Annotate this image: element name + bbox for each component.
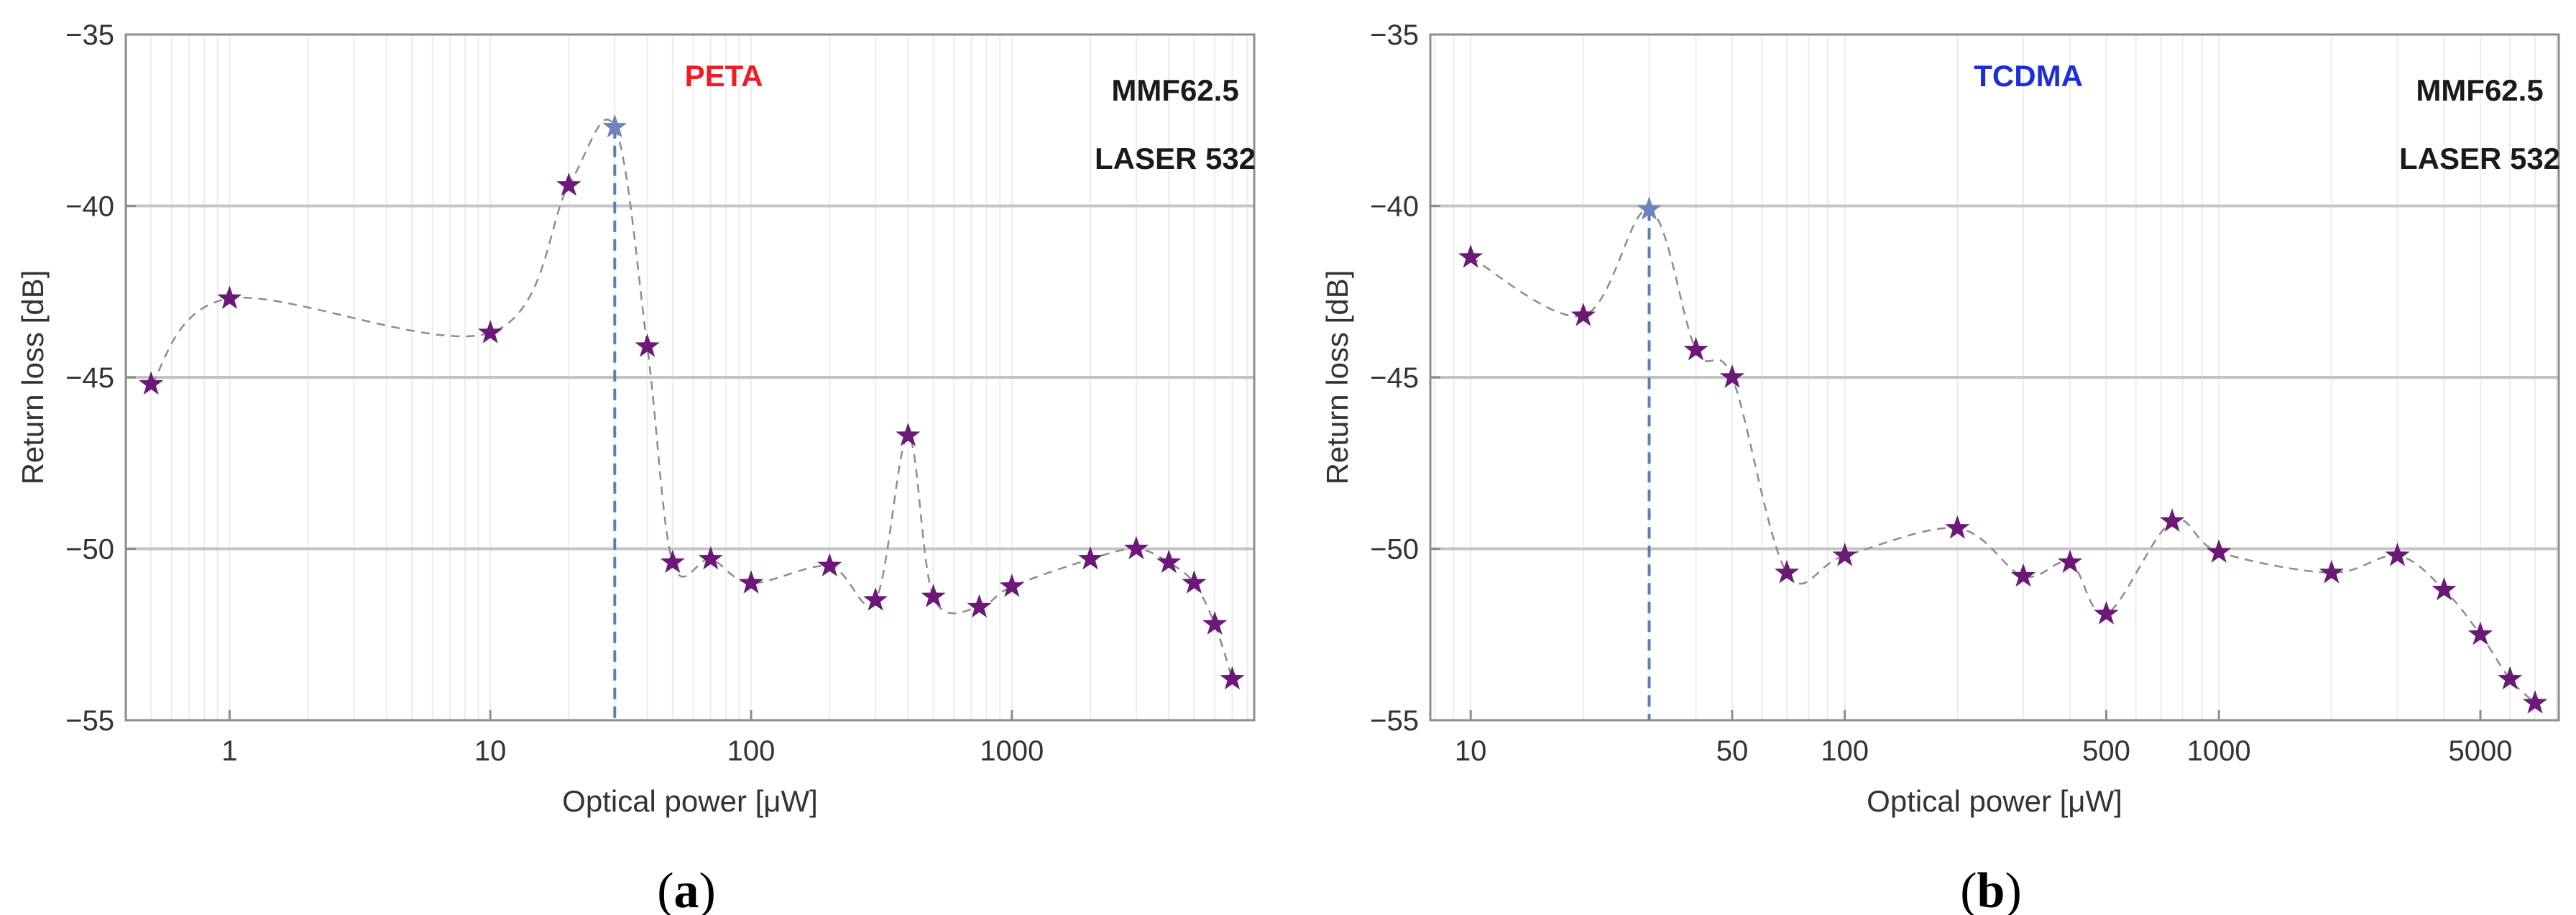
x-axis-title: Optical power [μW] [562,784,818,818]
data-star-point [2160,508,2185,532]
x-tick-label: 100 [727,735,776,767]
data-star-point [1945,515,1970,539]
x-tick-label: 1 [221,735,237,767]
data-star-point [217,285,242,309]
x-axis-title: Optical power [μW] [1867,784,2122,818]
x-tick-label: 100 [1821,735,1869,767]
y-tick-label: −55 [1370,705,1419,737]
data-star-point [738,570,764,594]
y-tick-label: −40 [65,191,114,223]
data-star-point [1077,546,1103,570]
data-star-point [635,334,660,357]
fit-curve [1470,208,2536,704]
data-star-point [478,320,503,344]
data-star-point [2094,601,2119,625]
x-tick-label: 10 [474,735,507,767]
laser-label: LASER 532 [1095,142,1256,175]
chart-panel-b: 10 50 100 500 1000 5000 −35 −40 −45 −50 −55 Optical… [1320,19,2560,915]
data-star-point [863,587,888,611]
y-tick-label: −50 [65,534,114,566]
data-star-point [1458,244,1484,268]
y-tick-label: −55 [65,705,114,737]
data-star-point [896,423,921,446]
data-star-point [2319,559,2344,584]
chart-panel-a: 1 10 100 1000 −35 −40 −45 −50 −55 Optical power [… [16,19,1256,915]
fiber-type-label: MMF62.5 [1111,73,1238,107]
x-tick-label: 500 [2082,735,2130,767]
y-tick-label: −45 [1370,362,1419,394]
highlight-star-point [602,114,627,138]
data-star-point [1832,543,1857,566]
data-star-point [817,553,842,576]
data-star-point [2498,666,2523,690]
data-star-point [2057,549,2083,574]
data-star-point [1220,666,1245,690]
panel-label: (a) [657,863,716,915]
data-star-point [921,584,946,607]
data-star-point [1123,535,1149,560]
x-tick-label: 5000 [2448,735,2512,767]
y-tick-label: −35 [1370,19,1419,51]
fit-curve [150,119,1233,680]
data-star-point [2385,543,2410,566]
x-tick-label: 10 [1455,735,1487,767]
y-axis-title: Return loss [dB] [1320,270,1354,485]
data-star-point [1719,364,1745,388]
data-star-point [1570,303,1596,326]
x-tick-label: 50 [1716,735,1749,767]
data-star-point [1774,559,1800,584]
data-star-point [967,594,992,618]
data-star-point [1156,549,1182,574]
data-star-point [2207,539,2232,563]
data-star-point [999,574,1024,597]
y-tick-label: −40 [1370,191,1419,223]
y-tick-label: −50 [1370,534,1419,566]
x-tick-label: 1000 [980,735,1044,767]
data-star-point [2522,690,2548,714]
series-name-label: PETA [685,59,763,93]
data-star-point [1202,611,1228,635]
y-axis-title: Return loss [dB] [16,270,50,485]
laser-label: LASER 532 [2399,142,2560,175]
data-star-point [1683,336,1708,361]
y-tick-label: −45 [65,362,114,394]
x-tick-label: 1000 [2187,735,2251,767]
panel-label: (b) [1960,863,2022,915]
data-star-point [139,371,164,395]
highlight-star-point [1637,196,1662,220]
data-star-point [660,549,685,574]
data-star-point [2467,621,2493,645]
y-tick-label: −35 [65,19,114,51]
fiber-type-label: MMF62.5 [2416,73,2543,107]
series-name-label: TCDMA [1974,59,2083,93]
data-star-point [698,546,723,570]
data-star-point [2010,563,2036,587]
data-star-point [556,172,581,196]
data-star-point [1182,570,1207,594]
data-star-point [2432,576,2457,601]
